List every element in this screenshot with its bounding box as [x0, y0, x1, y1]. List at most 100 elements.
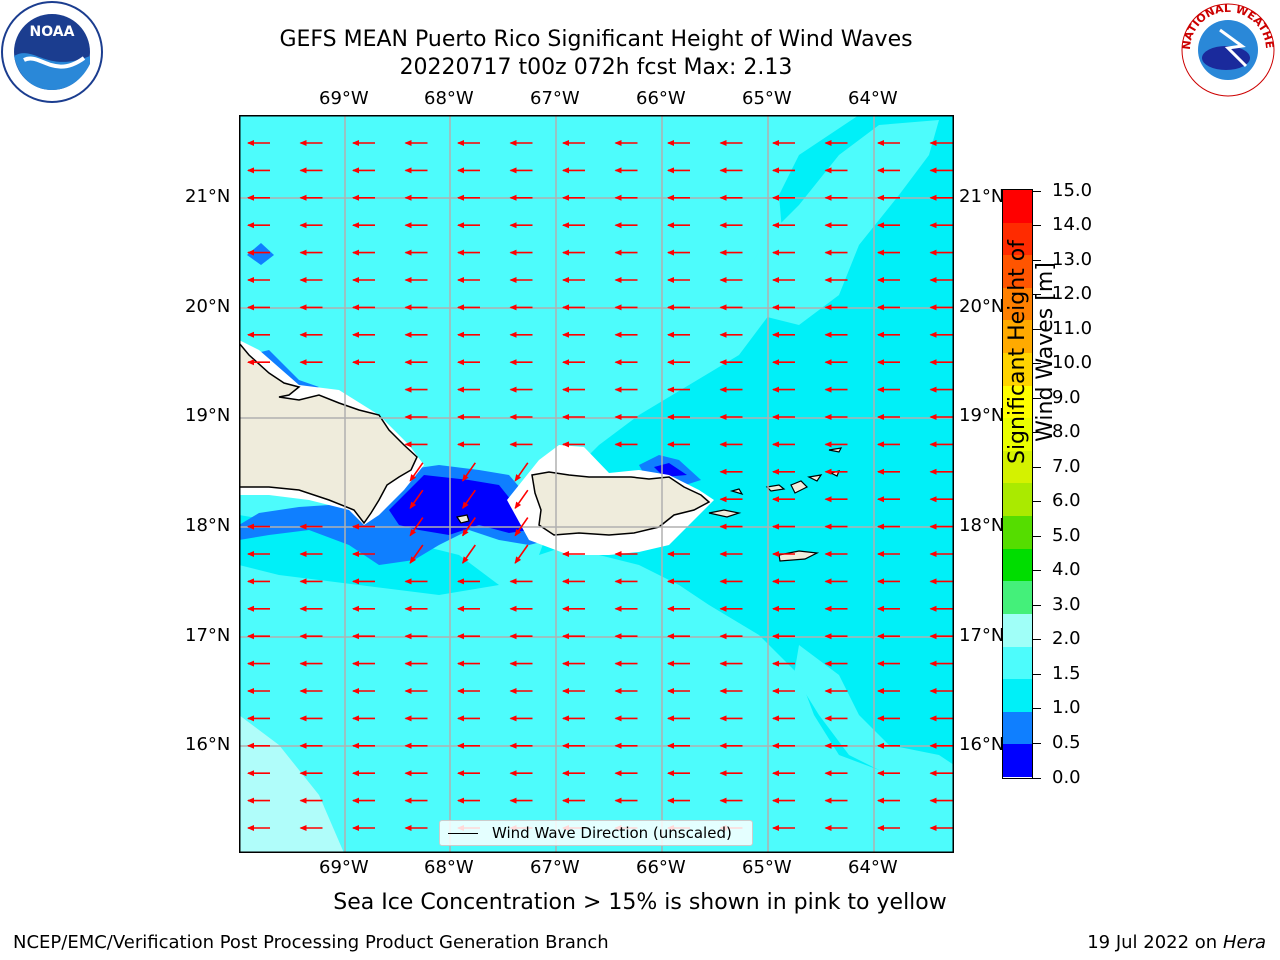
island-vieques: [708, 509, 742, 518]
wind-wave-arrow: [509, 742, 533, 749]
wind-wave-arrow: [824, 468, 848, 475]
wind-wave-arrow: [614, 688, 638, 694]
colorbar-tick-mark: [1033, 639, 1041, 641]
wind-wave-arrow: [404, 140, 428, 146]
wind-wave-arrow: [457, 441, 480, 448]
wind-wave-arrow: [877, 194, 900, 201]
wind-wave-arrow: [352, 825, 375, 831]
wind-wave-arrow: [929, 331, 953, 338]
wind-wave-arrow: [929, 715, 953, 722]
wind-wave-arrow: [929, 633, 953, 640]
wind-wave-arrow: [247, 770, 270, 777]
right-lat-label-16n: 16°N: [959, 734, 1005, 755]
wind-wave-arrow: [562, 660, 585, 667]
wind-wave-arrow: [409, 517, 424, 537]
wind-wave-arrow: [352, 551, 375, 557]
colorbar-tick-label: 9.0: [1052, 386, 1081, 408]
wind-wave-arrow: [667, 715, 690, 722]
wind-wave-arrow: [509, 770, 533, 777]
wind-wave-arrow: [247, 331, 270, 338]
wind-wave-arrow: [404, 277, 428, 283]
wind-wave-arrow: [247, 660, 270, 667]
wind-wave-arrow: [719, 496, 743, 503]
bottom-lon-label-67w: 67°W: [530, 857, 580, 878]
wind-wave-arrow: [824, 441, 848, 448]
wind-wave-arrow: [404, 715, 428, 722]
wind-wave-arrow: [667, 304, 690, 311]
legend-label: Wind Wave Direction (unscaled): [492, 824, 732, 842]
wind-wave-arrow: [772, 468, 795, 475]
bottom-lon-label-69w: 69°W: [319, 857, 369, 878]
wind-wave-arrow: [352, 194, 375, 201]
wind-wave-arrow: [404, 386, 428, 393]
wind-wave-arrow: [929, 496, 953, 503]
wind-wave-arrow: [457, 660, 480, 667]
left-lat-label-21n: 21°N: [185, 186, 231, 207]
wind-wave-arrow: [772, 167, 795, 174]
wind-wave-arrow: [667, 660, 690, 667]
wind-wave-arrow: [404, 797, 428, 804]
wind-wave-arrow: [462, 462, 476, 482]
wind-wave-arrow: [247, 523, 270, 530]
wind-wave-arrow: [719, 222, 743, 229]
wind-wave-arrow: [509, 797, 533, 804]
wind-wave-arrow: [614, 194, 638, 201]
wind-wave-arrow: [824, 523, 848, 530]
colorbar-segment: [1003, 548, 1032, 582]
wind-wave-arrow: [562, 633, 585, 640]
wind-wave-arrow: [929, 359, 953, 366]
wind-wave-arrow: [772, 331, 795, 338]
wind-wave-arrow: [457, 359, 480, 366]
wind-wave-arrow: [772, 441, 795, 448]
land-puerto-rico: [531, 471, 711, 536]
island-st-john: [790, 480, 809, 494]
wind-wave-arrow: [824, 605, 848, 612]
wind-wave-arrow: [614, 742, 638, 749]
wind-wave-arrow: [352, 331, 375, 338]
nws-logo: NATIONAL WEATHER SERVICE: [1176, 0, 1276, 97]
wind-wave-arrow: [404, 359, 428, 366]
wind-wave-arrow: [352, 770, 375, 777]
wind-wave-arrow: [352, 249, 375, 256]
wind-wave-arrow: [772, 742, 795, 749]
wind-wave-arrow: [772, 359, 795, 366]
top-lon-label-69w: 69°W: [319, 88, 369, 109]
wind-wave-arrow: [719, 688, 743, 694]
wind-wave-arrow: [877, 496, 900, 503]
wind-wave-arrow: [772, 414, 795, 420]
colorbar-tick-mark: [1033, 708, 1041, 710]
colorbar-tick-label: 10.0: [1052, 352, 1093, 374]
wind-wave-arrow: [509, 194, 533, 201]
wind-wave-arrow: [877, 414, 900, 420]
map-subtitle: 20220717 t00z 072h fcst Max: 2.13: [399, 55, 793, 80]
colorbar-segment: [1003, 516, 1032, 549]
wind-wave-arrow: [614, 441, 638, 448]
wind-wave-arrow: [247, 551, 270, 557]
wind-wave-arrow: [929, 441, 953, 448]
wind-wave-arrow: [929, 140, 953, 146]
wind-wave-arrow: [772, 277, 795, 283]
wind-wave-arrow: [719, 304, 743, 311]
wind-wave-arrow: [614, 715, 638, 722]
wind-wave-arrow: [352, 742, 375, 749]
wind-wave-arrow: [457, 386, 480, 393]
land-hispaniola: [239, 341, 418, 525]
colorbar-segment: [1003, 255, 1032, 288]
wind-wave-arrow: [719, 605, 743, 612]
colorbar-segment: [1003, 483, 1032, 517]
wind-wave-arrow: [247, 359, 270, 366]
wind-wave-arrow: [877, 222, 900, 229]
wind-wave-arrow: [824, 304, 848, 311]
wind-wave-arrow: [404, 249, 428, 256]
wind-wave-arrow: [719, 633, 743, 640]
right-lat-label-21n: 21°N: [959, 186, 1005, 207]
colorbar-tick-mark: [1033, 501, 1041, 503]
wind-wave-arrow: [824, 770, 848, 777]
wind-wave-arrow: [509, 331, 533, 338]
colorbar-tick-mark: [1033, 432, 1041, 434]
wind-wave-arrow: [404, 633, 428, 640]
wind-wave-arrow: [667, 578, 690, 585]
wind-wave-arrow: [824, 496, 848, 503]
colorbar-segment: [1003, 287, 1032, 321]
wind-wave-arrow: [719, 770, 743, 777]
